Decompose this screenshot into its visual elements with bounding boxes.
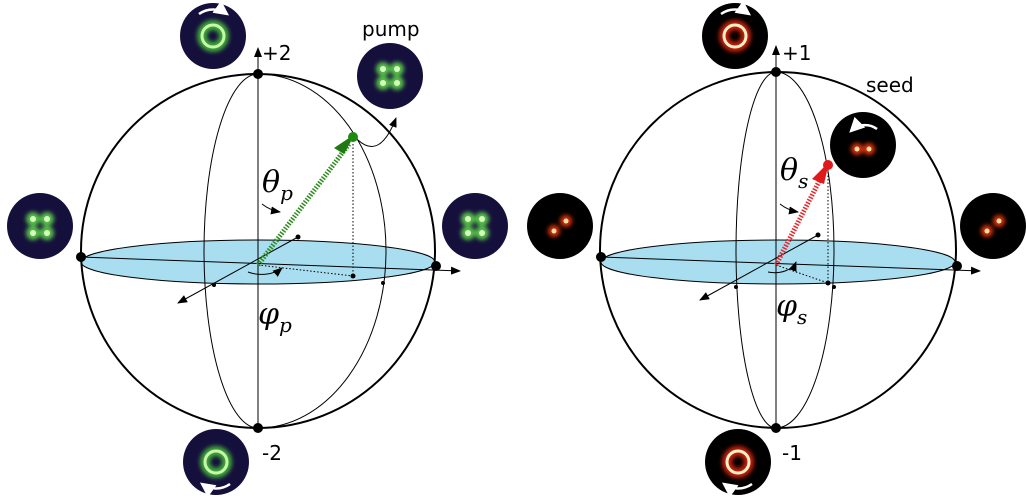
subscript: s: [797, 305, 807, 329]
seed-point: [823, 160, 833, 170]
symbol: θ: [262, 165, 280, 200]
node: [832, 285, 836, 289]
node: [826, 281, 831, 286]
subscript: p: [279, 313, 292, 337]
mode-icon: [442, 193, 508, 259]
mode-icon: [357, 43, 423, 109]
mode-icon: [183, 429, 249, 495]
node: [596, 252, 606, 262]
mode-label: pump: [362, 17, 420, 41]
angle-arc: [262, 204, 280, 212]
diagram: +2 -2 pump θp φp +1 -1 seed θs φs: [0, 0, 1026, 502]
pole-label: +2: [262, 41, 291, 65]
node: [952, 261, 962, 271]
node: [212, 283, 216, 287]
pump-point: [348, 132, 358, 142]
pole-label: +1: [782, 41, 811, 65]
node: [381, 281, 385, 285]
mode-icon: [702, 3, 768, 69]
symbol: φ: [258, 297, 279, 332]
seed-sphere: +1 -1 seed θs φs: [527, 3, 1026, 495]
node: [431, 261, 441, 271]
node: [816, 233, 821, 238]
pole: [771, 67, 781, 77]
mode-icon: [830, 112, 896, 178]
pole: [253, 69, 263, 79]
mode-icon: [180, 3, 246, 69]
phi-label: φs: [776, 289, 807, 329]
mode-icon: [705, 429, 771, 495]
mode-label: seed: [866, 73, 914, 97]
node: [76, 252, 86, 262]
symbol: θ: [780, 153, 798, 188]
angle-arc: [780, 204, 798, 212]
pole-label: -1: [782, 441, 802, 465]
subscript: p: [280, 181, 293, 205]
pole: [771, 423, 781, 433]
mode-icon: [960, 193, 1026, 259]
pump-sphere: +2 -2 pump θp φp: [7, 3, 508, 495]
node: [734, 285, 738, 289]
phi-label: φp: [258, 297, 292, 337]
theta-label: θp: [262, 165, 293, 205]
mode-icon: [7, 193, 73, 259]
subscript: s: [798, 169, 808, 193]
mode-icon: [527, 193, 593, 259]
theta-label: θs: [780, 153, 808, 193]
pole-label: -2: [262, 441, 282, 465]
node: [296, 235, 301, 240]
pole: [253, 423, 263, 433]
symbol: φ: [776, 289, 797, 324]
node: [351, 274, 356, 279]
